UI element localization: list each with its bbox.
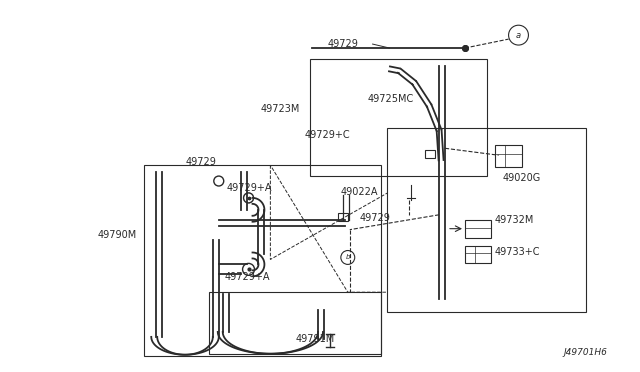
Text: 49790M: 49790M <box>97 230 136 240</box>
Bar <box>495 145 522 167</box>
Text: 49791M: 49791M <box>295 334 335 344</box>
Bar <box>338 213 348 221</box>
Text: 49729: 49729 <box>328 39 359 49</box>
Text: 49729: 49729 <box>360 213 390 223</box>
Text: 49723M: 49723M <box>260 103 300 113</box>
Bar <box>465 220 491 238</box>
Text: 49022A: 49022A <box>340 187 378 197</box>
Text: 49020G: 49020G <box>502 173 541 183</box>
Text: 49729+A: 49729+A <box>227 183 272 193</box>
Text: 49733+C: 49733+C <box>495 247 540 257</box>
Text: 49729+A: 49729+A <box>225 272 270 282</box>
Text: J49701H6: J49701H6 <box>564 348 608 357</box>
Text: b: b <box>346 254 350 260</box>
Bar <box>387 128 586 312</box>
Circle shape <box>244 193 253 203</box>
Bar <box>425 150 435 158</box>
Text: 49732M: 49732M <box>495 215 534 225</box>
Circle shape <box>244 193 253 203</box>
Text: a: a <box>516 31 521 40</box>
Bar <box>465 246 491 263</box>
Text: 49725MC: 49725MC <box>367 94 414 104</box>
Bar <box>145 165 381 356</box>
Bar <box>310 59 487 176</box>
Text: 49729+C: 49729+C <box>304 130 350 140</box>
Bar <box>209 292 381 354</box>
Text: 49729: 49729 <box>186 157 217 167</box>
